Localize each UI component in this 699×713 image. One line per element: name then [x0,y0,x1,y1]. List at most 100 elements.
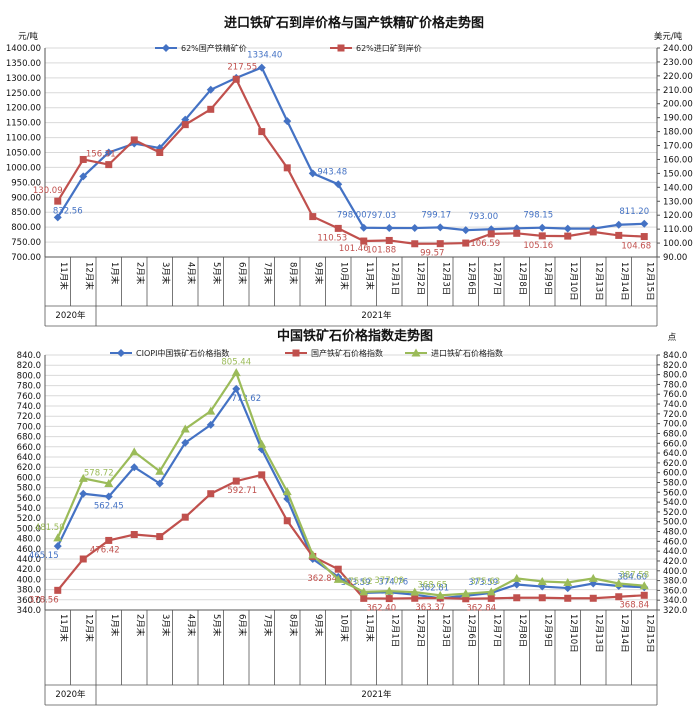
data-label: 362.84 [307,574,337,584]
y2-tick-label: 140.00 [663,183,693,193]
data-point [360,594,368,602]
data-label: 476.42 [90,545,120,555]
data-point [258,471,266,479]
data-label: 799.17 [421,210,451,220]
x-tick-label: 12月1日 [389,614,399,647]
data-point [232,477,240,485]
y2-tick-label: 560.0 [663,488,687,498]
x-tick-label: 12月末 [83,262,94,290]
data-point [359,223,368,232]
legend-label: 进口铁矿石价格指数 [431,348,503,358]
data-label: 387.58 [619,571,649,581]
y2-tick-label: 820.0 [663,361,687,371]
y-tick-label: 360.0 [17,596,41,606]
y-tick-label: 640.0 [17,453,41,463]
y-tick-label: 380.0 [17,586,41,596]
data-point [639,581,649,590]
data-point [538,232,546,240]
y2-tick-label: 160.00 [663,155,693,165]
data-point [462,239,470,247]
y2-tick-label: 170.00 [663,142,693,152]
y2-tick-label: 120.00 [663,211,693,221]
data-point [513,594,521,602]
y2-tick-label: 220.00 [663,72,693,82]
data-point [79,489,88,498]
x-tick-label: 12月14日 [619,614,629,653]
x-tick-label: 12月15日 [644,262,654,301]
y2-tick-label: 720.0 [663,410,687,420]
y2-tick-label: 520.0 [663,508,687,518]
y-tick-label: 1400.00 [6,44,41,54]
data-point [436,240,444,248]
y2-tick-label: 480.0 [663,528,687,538]
data-point [589,594,597,602]
x-tick-label: 2月末 [134,262,145,285]
data-label: 368.84 [619,600,649,610]
data-point [232,75,240,83]
data-label: 374.76 [378,577,408,587]
data-point [79,172,88,181]
data-point [410,224,419,233]
y2-tick-label: 400.0 [663,567,687,577]
data-point [282,487,292,496]
y2-tick-label: 440.0 [663,547,687,557]
data-point [180,424,190,433]
data-label: 384.60 [617,572,647,582]
y-tick-label: 520.0 [17,514,41,524]
x-tick-label: 11月末 [364,262,375,290]
data-point [130,136,138,144]
y-tick-label: 400.0 [17,575,41,585]
x-tick-label: 5月末 [211,614,222,637]
data-label: 797.03 [366,211,396,221]
data-point [334,224,342,232]
year-label: 2021年 [361,310,392,321]
x-tick-label: 12月3日 [440,262,450,295]
x-tick-label: 4月末 [185,614,196,637]
data-point [104,492,113,501]
data-label: 1334.40 [247,51,282,61]
data-point [79,155,87,163]
data-point [231,368,241,377]
y-tick-label: 580.0 [17,484,41,494]
data-label: 101.46 [339,244,369,254]
x-tick-label: 12月3日 [440,614,450,647]
y-tick-label: 1050.00 [6,149,41,159]
data-label: 101.88 [366,245,396,255]
legend-marker [117,349,125,357]
x-tick-label: 4月末 [185,262,196,285]
year-label: 2021年 [361,689,392,700]
y-tick-label: 1300.00 [6,74,41,84]
data-point [155,466,165,475]
y-tick-label: 340.0 [17,606,41,616]
chart1-plot: 700.00 750.00 800.00 850.00 900.00 950.00 1000… [6,43,693,327]
x-tick-label: 8月末 [287,262,298,285]
data-label: 373.59 [341,578,371,588]
y-tick-label: 850.00 [11,208,41,218]
data-point [435,590,445,599]
y2-tick-label: 320.0 [663,606,687,616]
data-point [640,219,649,228]
data-point [207,105,215,113]
y2-tick-label: 240.00 [663,44,693,54]
data-label: 481.50 [35,523,65,533]
data-point [614,220,623,229]
data-point [206,85,215,94]
data-label: 832.56 [53,206,83,216]
data-point [309,213,317,221]
data-point [513,229,521,237]
x-tick-label: 12月2日 [415,614,425,647]
y-tick-label: 460.0 [17,545,41,555]
y-tick-label: 780.0 [17,382,41,392]
data-point [54,586,62,594]
data-label: 373.59 [468,578,498,588]
data-point [53,542,62,551]
y2-tick-label: 640.0 [663,449,687,459]
x-tick-label: 12月9日 [542,614,552,647]
y-tick-label: 440.0 [17,555,41,565]
data-label: 99.57 [420,249,444,259]
data-label: 362.84 [466,603,496,613]
y2-tick-label: 460.0 [663,537,687,547]
legend-label: CIOPI中国铁矿石价格指数 [136,348,229,358]
data-point [359,587,369,596]
x-tick-label: 12月2日 [415,262,425,295]
